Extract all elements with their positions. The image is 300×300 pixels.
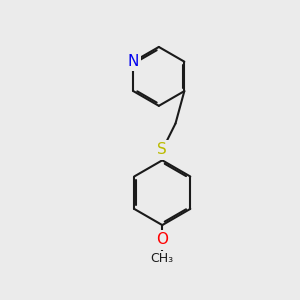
Text: CH₃: CH₃ <box>151 252 174 266</box>
Text: S: S <box>158 142 167 158</box>
Text: O: O <box>156 232 168 247</box>
Text: N: N <box>128 54 139 69</box>
